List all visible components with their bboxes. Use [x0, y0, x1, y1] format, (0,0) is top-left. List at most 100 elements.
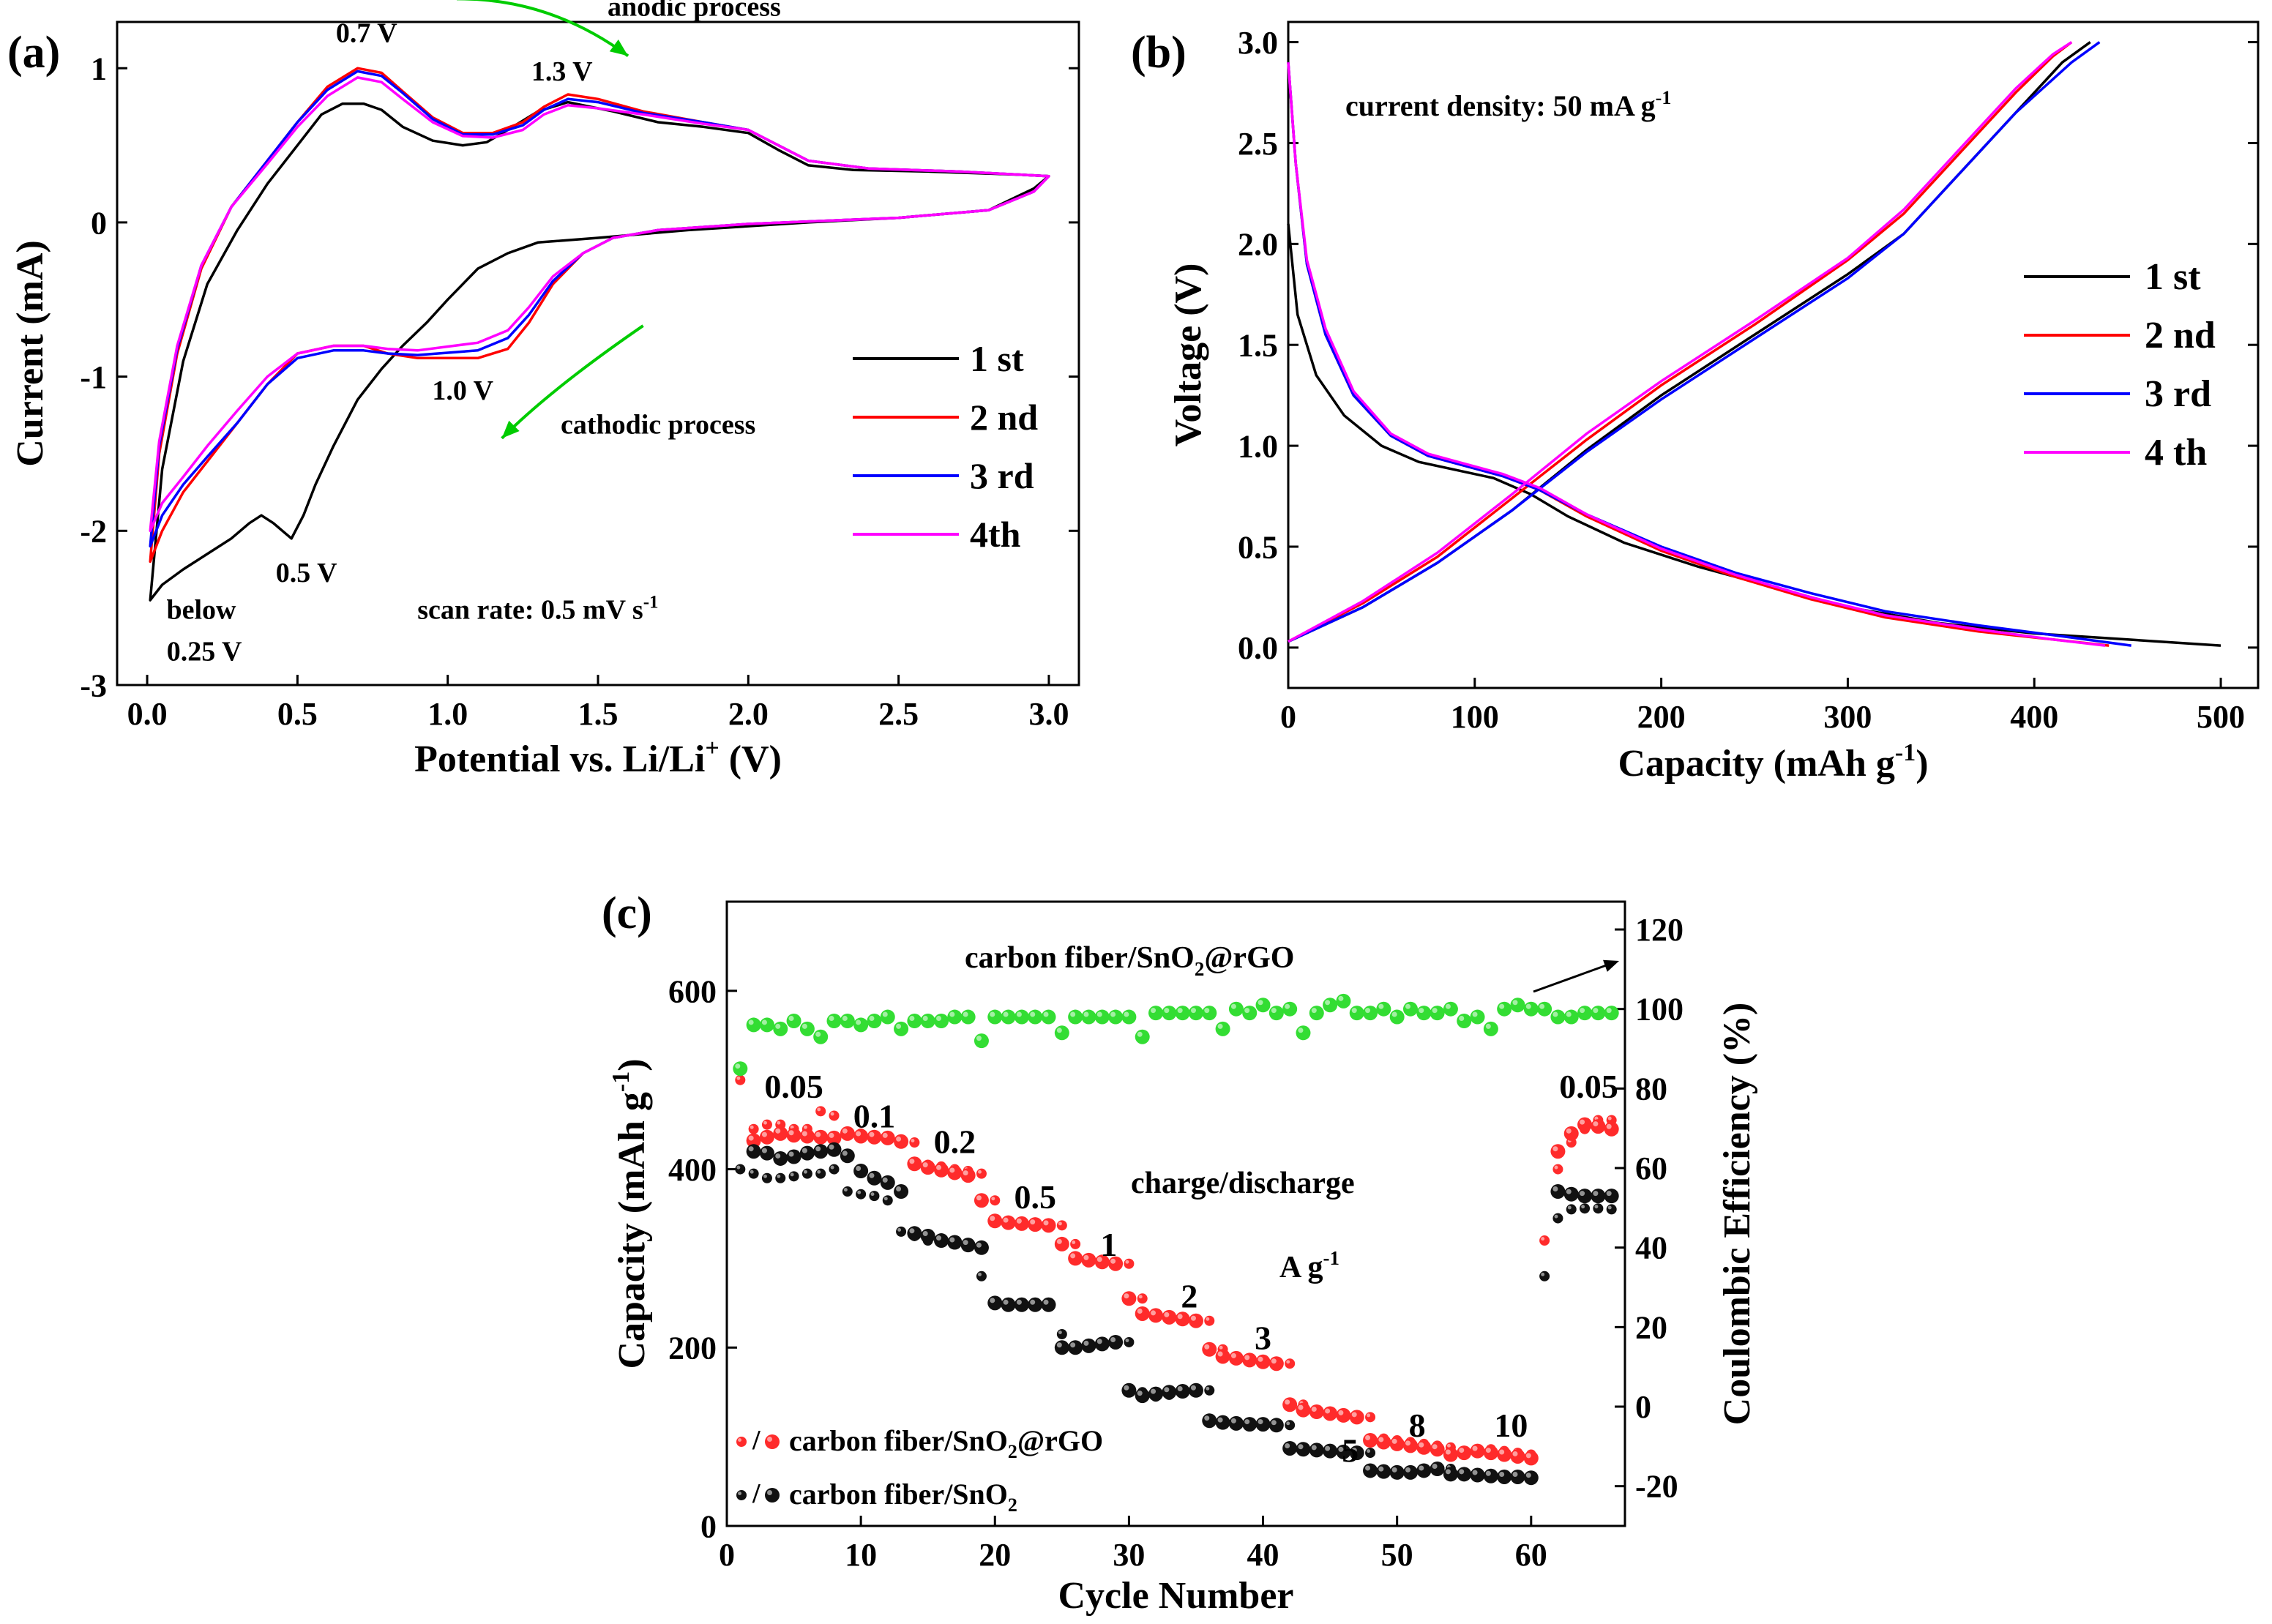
series-3-point-highlight — [843, 1188, 848, 1192]
series-4-point-highlight — [801, 1148, 807, 1153]
series-3-point — [1580, 1203, 1591, 1214]
series-1-point — [990, 1195, 1001, 1206]
y-tick-label: 1.0 — [1238, 428, 1278, 464]
series-4-point — [1121, 1382, 1137, 1398]
series-4-point — [867, 1170, 882, 1186]
series-3-point-highlight — [1206, 1386, 1210, 1391]
series-4-point-highlight — [815, 1146, 821, 1152]
series-3-point — [1566, 1204, 1577, 1215]
series-2-point-highlight — [748, 1135, 754, 1141]
series-3-point-highlight — [1058, 1331, 1062, 1335]
series-2-point-highlight — [909, 1159, 915, 1164]
series-4-point-highlight — [1566, 1189, 1572, 1194]
series-3-point-highlight — [750, 1170, 754, 1174]
series-2-point — [1577, 1117, 1593, 1132]
series-4-point-highlight — [1365, 1465, 1371, 1471]
series-5-point — [799, 1021, 815, 1036]
series-2-point — [1510, 1448, 1525, 1464]
series-4-point — [1108, 1334, 1124, 1350]
y-tick-label: 3.0 — [1238, 25, 1278, 61]
rate-label-11: 0.05 — [1559, 1068, 1618, 1105]
series-2-point — [773, 1126, 788, 1141]
series-2-point — [1202, 1342, 1217, 1357]
series-2-point-highlight — [1124, 1293, 1129, 1299]
series-5-point — [1563, 1009, 1579, 1025]
series-4-point-highlight — [976, 1242, 982, 1248]
series-5-point-highlight — [1016, 1011, 1022, 1017]
series-3-point — [869, 1191, 880, 1202]
series-4-point — [1510, 1469, 1525, 1484]
series-2-point-highlight — [829, 1132, 834, 1138]
series-5-point — [1389, 1009, 1405, 1025]
series-4-point — [1188, 1382, 1203, 1398]
series-5-point — [1094, 1009, 1110, 1025]
series-2-point-highlight — [1096, 1257, 1102, 1262]
series-3-point — [788, 1171, 799, 1182]
series-5-point-highlight — [1351, 1008, 1357, 1014]
series-3-point-highlight — [1541, 1272, 1545, 1276]
series-2-point — [934, 1162, 949, 1178]
series-2-point-highlight — [1230, 1352, 1236, 1358]
series-2-point-highlight — [1338, 1410, 1344, 1415]
y2-tick-label: 20 — [1635, 1309, 1667, 1345]
series-4-point-highlight — [1325, 1445, 1331, 1451]
series-4-point — [1416, 1463, 1432, 1478]
y2-tick-label: 120 — [1635, 912, 1684, 948]
series-5-point-highlight — [1311, 1008, 1317, 1014]
series-1-point — [909, 1137, 920, 1148]
series-4-point-highlight — [1378, 1466, 1384, 1472]
series-5-point-highlight — [1419, 1008, 1424, 1014]
series-2-point-highlight — [1405, 1440, 1410, 1446]
series-1-point — [815, 1106, 826, 1117]
series-5-point — [1108, 1009, 1124, 1025]
series-2-point-highlight — [1164, 1311, 1170, 1317]
panel-a-cyclic-voltammetry: (a) 0.0 0.5 1.0 1.5 2.0 2.5 3.0 -3 -2 -1 0 1 Potentia… — [7, 0, 1080, 780]
rate-label-10: 10 — [1494, 1407, 1528, 1444]
series-2-point-highlight — [1593, 1121, 1599, 1127]
series-2-point-highlight — [1137, 1308, 1143, 1314]
annotation-1: 0.7 V — [336, 18, 397, 48]
cv-curve-1 — [149, 100, 1050, 602]
series-4-point — [1001, 1297, 1016, 1312]
x-axis-label: Potential vs. Li/Li+ (V) — [414, 735, 782, 780]
process-arrow-2 — [501, 324, 644, 440]
series-2-point-highlight — [1391, 1438, 1397, 1444]
series-2-point-highlight — [976, 1195, 982, 1201]
series-5-point — [1255, 998, 1271, 1013]
axis-arrow — [1533, 962, 1611, 993]
series-4-point-highlight — [1056, 1342, 1062, 1348]
rate-label-9: 8 — [1409, 1407, 1426, 1444]
process-arrowhead-2 — [501, 420, 520, 438]
series-4-point — [1215, 1415, 1230, 1430]
series-4-point-highlight — [1445, 1469, 1451, 1475]
panel-b-charge-discharge-profiles: (b) 0 100 200 300 400 500 0.0 0.5 1.0 1.5 2.0 2.5 3.0… — [1131, 20, 2260, 785]
x-tick-label: 20 — [979, 1537, 1011, 1573]
series-5-point — [826, 1013, 842, 1028]
legend-small-red-marker-highlight — [738, 1438, 741, 1442]
series-1-point-highlight — [911, 1139, 915, 1143]
series-5-point-highlight — [1137, 1031, 1143, 1037]
series-4-point — [746, 1144, 761, 1159]
series-2-point-highlight — [801, 1131, 807, 1137]
series-5-point — [1202, 1006, 1217, 1021]
series-2-point — [1591, 1119, 1606, 1134]
series-2-point-highlight — [1258, 1356, 1263, 1362]
series-4-point-highlight — [936, 1235, 942, 1241]
series-3-point-highlight — [1567, 1205, 1572, 1210]
series-2-point-highlight — [788, 1130, 794, 1136]
series-5-point-highlight — [788, 1015, 794, 1021]
legend-large-red-marker-highlight — [767, 1437, 772, 1442]
series-3-point — [842, 1186, 853, 1197]
series-4-point-highlight — [1405, 1467, 1410, 1473]
series-3-point-highlight — [1594, 1205, 1599, 1209]
series-5-point-highlight — [949, 1011, 955, 1017]
series-2-point — [1068, 1251, 1083, 1266]
series-4-point-highlight — [1124, 1385, 1129, 1391]
series-1-point-highlight — [1541, 1237, 1545, 1241]
annotation-9: scan rate: 0.5 mV s-1 — [417, 592, 658, 625]
legend-label-rgo: carbon fiber/SnO2@rGO — [789, 1424, 1103, 1462]
process-arrowhead-1 — [609, 39, 629, 56]
series-3-point — [976, 1271, 987, 1281]
series-5-point-highlight — [1096, 1011, 1102, 1017]
series-2-point-highlight — [1365, 1435, 1371, 1441]
